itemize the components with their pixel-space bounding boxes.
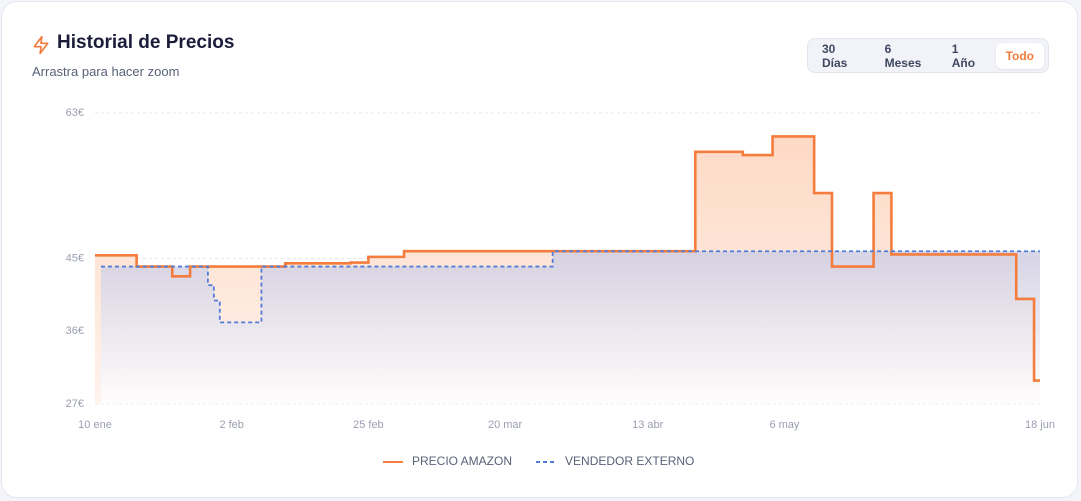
- x-tick-label: 25 feb: [353, 419, 384, 431]
- x-tick-label: 6 may: [769, 419, 799, 431]
- price-line: [95, 135, 1040, 382]
- title: Historial de Precios: [57, 32, 235, 53]
- subtitle: Arrastra para hacer zoom: [32, 64, 180, 79]
- range-selector: 30 Días 6 Meses 1 Año Todo: [807, 38, 1049, 73]
- range-button[interactable]: Todo: [995, 42, 1044, 69]
- x-tick-label: 10 ene: [78, 419, 112, 431]
- y-tick-label: 45€: [66, 252, 84, 264]
- x-tick-label: 2 feb: [219, 419, 243, 431]
- y-tick-label: 63€: [66, 107, 84, 119]
- y-tick-label: 27€: [66, 398, 84, 410]
- range-button[interactable]: 6 Meses: [884, 41, 922, 70]
- x-tick-label: 18 jun: [1025, 419, 1055, 431]
- price-line: [100, 250, 1040, 324]
- x-tick-label: 13 abr: [632, 419, 664, 431]
- bolt-icon: [33, 35, 49, 55]
- legend-label: VENDEDOR EXTERNO: [565, 454, 694, 468]
- legend-label: PRECIO AMAZON: [412, 454, 512, 468]
- x-tick-label: 20 mar: [488, 419, 523, 431]
- range-button[interactable]: 30 Días: [822, 41, 848, 70]
- range-button[interactable]: 1 Año: [951, 41, 976, 70]
- y-tick-label: 36€: [66, 325, 84, 337]
- area: [100, 251, 1040, 404]
